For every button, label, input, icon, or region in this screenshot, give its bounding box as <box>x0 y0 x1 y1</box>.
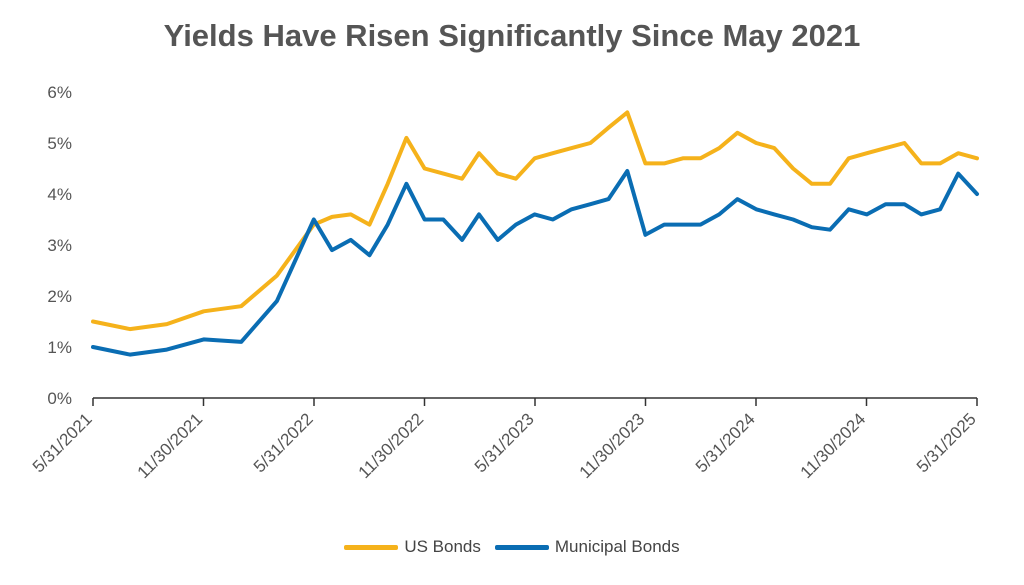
x-tick-label: 5/31/2025 <box>913 409 980 476</box>
legend-item-municipal-bonds: Municipal Bonds <box>494 537 680 557</box>
x-tick-label: 5/31/2024 <box>692 409 759 476</box>
series-line-municipal-bonds <box>91 169 979 357</box>
x-tick-label: 5/31/2023 <box>471 409 538 476</box>
y-tick-label: 2% <box>47 287 72 306</box>
y-tick-label: 0% <box>47 389 72 408</box>
x-tick-label: 5/31/2021 <box>29 409 96 476</box>
x-tick-label: 5/31/2022 <box>250 409 317 476</box>
y-tick-label: 5% <box>47 134 72 153</box>
x-tick-label: 11/30/2022 <box>355 409 428 482</box>
x-tick-label: 11/30/2023 <box>576 409 649 482</box>
legend-swatch-us-bonds <box>344 544 399 550</box>
chart-legend: US Bonds Municipal Bonds <box>0 537 1024 557</box>
chart-title: Yields Have Risen Significantly Since Ma… <box>163 18 861 53</box>
legend-swatch-municipal-bonds <box>494 544 549 550</box>
legend-label-municipal-bonds: Municipal Bonds <box>554 537 680 556</box>
series-line-us-bonds <box>91 110 979 332</box>
legend-label-us-bonds: US Bonds <box>404 537 481 556</box>
legend-item-us-bonds: US Bonds <box>344 537 481 557</box>
y-tick-label: 4% <box>47 185 72 204</box>
x-tick-label: 11/30/2021 <box>134 409 207 482</box>
x-tick-label: 11/30/2024 <box>797 409 870 482</box>
y-tick-label: 1% <box>47 338 72 357</box>
y-tick-label: 6% <box>47 83 72 102</box>
y-tick-label: 3% <box>47 236 72 255</box>
